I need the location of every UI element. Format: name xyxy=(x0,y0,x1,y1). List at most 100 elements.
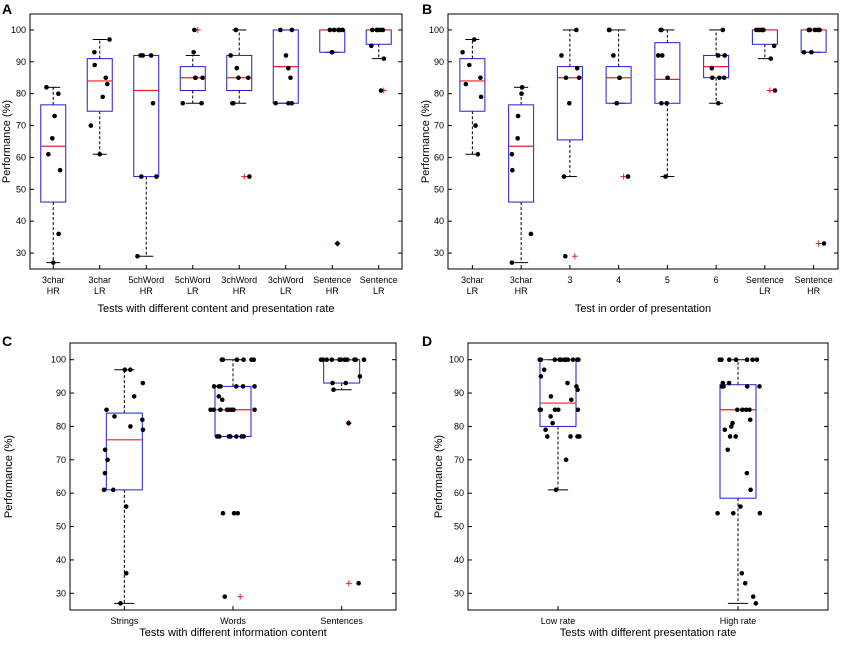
data-point xyxy=(471,37,477,42)
data-point xyxy=(557,357,562,362)
plot-frame xyxy=(29,13,403,270)
data-point xyxy=(663,174,668,179)
x-tick-label: HR xyxy=(326,286,339,296)
x-tick-label: HR xyxy=(807,286,820,296)
data-point xyxy=(515,113,521,119)
box-iqr xyxy=(323,359,361,384)
data-point xyxy=(252,384,257,389)
data-point xyxy=(219,397,225,403)
x-tick-label: Sentence xyxy=(795,275,833,285)
y-tick-label: 100 xyxy=(11,25,26,35)
data-point xyxy=(289,27,295,33)
data-point xyxy=(568,397,574,403)
data-point xyxy=(747,417,753,423)
data-point xyxy=(222,594,228,599)
data-point xyxy=(725,447,731,453)
y-axis-label: Performance (%) xyxy=(420,100,432,183)
y-tick-label: 30 xyxy=(56,588,66,598)
x-tick-label: LR xyxy=(373,286,385,296)
data-point xyxy=(216,394,222,399)
data-point xyxy=(286,65,291,71)
data-point xyxy=(665,75,670,81)
data-point xyxy=(617,75,622,81)
data-point xyxy=(750,357,755,362)
data-point xyxy=(733,434,739,439)
data-point xyxy=(247,174,252,179)
data-point xyxy=(757,384,762,389)
data-point xyxy=(192,27,197,33)
data-point xyxy=(103,75,109,81)
x-tick-label: High rate xyxy=(720,616,757,626)
box-iqr xyxy=(459,58,486,112)
y-tick-label: 80 xyxy=(56,421,66,431)
data-point xyxy=(228,53,233,58)
data-point xyxy=(369,43,374,49)
data-point xyxy=(561,357,567,362)
data-point xyxy=(56,231,61,237)
data-point xyxy=(747,407,752,413)
data-point xyxy=(460,49,465,55)
panel-c: C 30 40 50 60 70 80 90 100 Performance (%) Tests w… xyxy=(2,333,397,639)
data-point xyxy=(709,75,715,81)
x-tick-label: 5chWord xyxy=(175,275,211,285)
box-iqr xyxy=(365,29,392,45)
data-point xyxy=(733,357,739,362)
data-point xyxy=(112,414,117,419)
data-point xyxy=(664,100,669,106)
data-point xyxy=(574,27,579,33)
data-point xyxy=(743,407,749,413)
data-point xyxy=(559,53,564,58)
data-point xyxy=(509,151,515,157)
data-point xyxy=(140,417,145,423)
data-point xyxy=(625,174,631,179)
panel-a: A 30 40 50 60 70 80 90 100 Performance (%) Tests w… xyxy=(1,1,403,315)
y-tick-label: 30 xyxy=(434,248,444,258)
x-tick-label: Strings xyxy=(110,616,139,626)
y-tick-label: 50 xyxy=(454,522,464,532)
data-point xyxy=(220,357,226,362)
box-iqr xyxy=(605,66,632,104)
data-point xyxy=(577,434,582,439)
data-point xyxy=(563,253,568,259)
y-tick-label: 40 xyxy=(56,555,66,565)
box-iqr xyxy=(800,29,827,53)
data-point xyxy=(92,62,97,68)
data-point xyxy=(102,470,108,476)
data-point xyxy=(148,53,154,58)
x-tick-label: Sentence xyxy=(746,275,784,285)
y-tick-label: 100 xyxy=(429,25,444,35)
data-point xyxy=(49,136,55,141)
data-point xyxy=(575,387,580,393)
x-tick-label: HR xyxy=(140,286,153,296)
plot-frame xyxy=(467,342,829,611)
data-point xyxy=(233,434,239,439)
data-point xyxy=(337,27,342,33)
box-iqr xyxy=(86,58,113,112)
y-tick-label: 100 xyxy=(449,355,464,365)
data-point xyxy=(329,49,335,55)
data-point xyxy=(722,53,728,58)
data-point xyxy=(330,380,335,386)
data-point xyxy=(123,504,129,509)
data-point xyxy=(231,510,237,516)
data-point xyxy=(230,100,235,106)
x-tick-label: HR xyxy=(515,286,528,296)
y-tick-label: 80 xyxy=(434,89,444,99)
data-point xyxy=(381,56,387,61)
data-point xyxy=(105,457,110,463)
data-point xyxy=(466,62,472,68)
y-axis-label: Performance (%) xyxy=(3,435,15,518)
data-point xyxy=(655,53,661,58)
data-point xyxy=(236,75,241,81)
data-point xyxy=(220,510,226,516)
y-tick-label: 30 xyxy=(16,248,26,258)
data-point xyxy=(128,367,133,373)
data-point xyxy=(544,434,550,439)
panel-letter: B xyxy=(422,1,432,17)
data-point xyxy=(140,380,146,386)
data-point xyxy=(478,94,484,100)
y-tick-label: 70 xyxy=(16,121,26,131)
data-point xyxy=(374,27,380,33)
y-tick-label: 60 xyxy=(454,488,464,498)
